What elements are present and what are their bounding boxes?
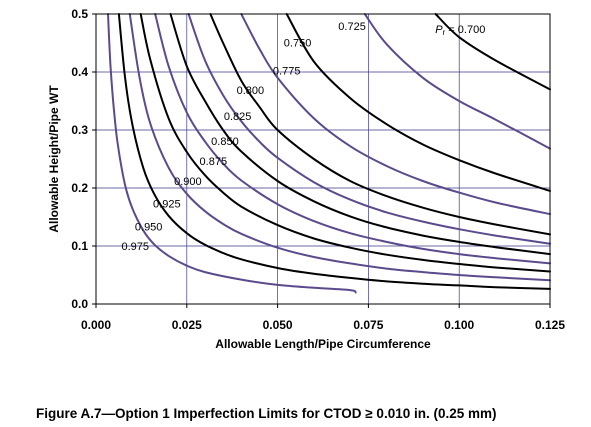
- y-axis-label: Allowable Height/Pipe WT: [47, 85, 61, 233]
- curve-label-pr-0.825: 0.825: [224, 111, 252, 123]
- y-tick-label: 0.4: [71, 65, 88, 79]
- x-tick-label: 0.100: [444, 318, 474, 332]
- curve-pr-0.750: [287, 14, 550, 191]
- chart-svg: 0.000 0.025 0.050 0.075 0.100 0.125 0.0 0.1 0.2…: [0, 0, 591, 400]
- curve-label-pr-0.975: 0.975: [121, 241, 149, 253]
- curve-label-pr-0.850: 0.850: [211, 136, 239, 148]
- curve-pr-0.925: [130, 14, 550, 280]
- x-tick-label: 0.075: [353, 318, 383, 332]
- x-tick-label: 0.000: [81, 318, 111, 332]
- figure-caption: Figure A.7—Option 1 Imperfection Limits …: [36, 406, 497, 421]
- x-axis-label: Allowable Length/Pipe Circumference: [215, 337, 431, 351]
- curve-label-pr-0.725: 0.725: [338, 21, 366, 33]
- x-tick-label: 0.050: [263, 318, 293, 332]
- series-curves: [108, 14, 550, 292]
- y-tick-label: 0.3: [71, 123, 88, 137]
- curve-label-pr-0.750: 0.750: [284, 37, 312, 49]
- curve-label-pr-0.925: 0.925: [153, 199, 181, 211]
- y-tick-label: 0.1: [71, 239, 88, 253]
- curve-label-pr-0.900: 0.900: [174, 176, 202, 188]
- y-tick-label: 0.2: [71, 181, 88, 195]
- x-tick-labels: 0.000 0.025 0.050 0.075 0.100 0.125: [81, 304, 565, 332]
- curve-label-pr-0.875: 0.875: [200, 156, 228, 168]
- x-tick-label: 0.025: [172, 318, 202, 332]
- y-tick-label: 0.0: [71, 297, 88, 311]
- curve-label-pr-0.700: Pr = 0.700: [435, 24, 485, 37]
- curve-label-pr-0.775: 0.775: [273, 65, 301, 77]
- curve-label-pr-0.800: 0.800: [237, 85, 265, 97]
- curve-pr-0.825: [189, 14, 550, 244]
- y-tick-labels: 0.0 0.1 0.2 0.3 0.4 0.5: [71, 7, 96, 311]
- x-tick-label: 0.125: [535, 318, 565, 332]
- y-tick-label: 0.5: [71, 7, 88, 21]
- curve-label-pr-0.950: 0.950: [135, 221, 163, 233]
- curve-labels: Pr = 0.700 0.725 0.750 0.775 0.800 0.825 0.850…: [121, 21, 485, 253]
- curve-pr-0.800: [210, 14, 550, 234]
